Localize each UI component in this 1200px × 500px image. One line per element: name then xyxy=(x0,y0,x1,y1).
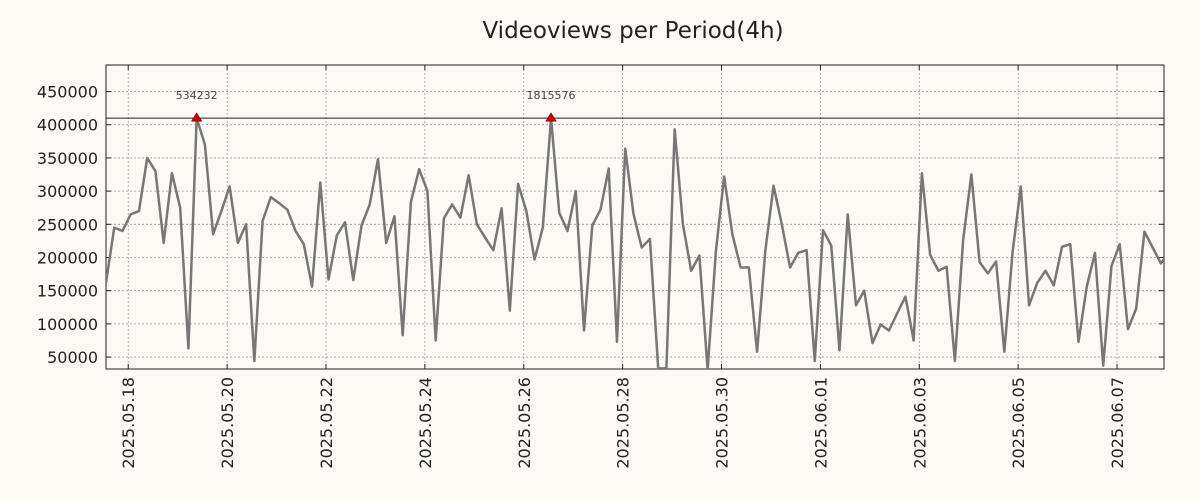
chart-title: Videoviews per Period(4h) xyxy=(482,18,783,44)
x-tick-label: 2025.05.22 xyxy=(317,377,336,469)
y-tick-label: 200000 xyxy=(37,248,98,267)
peak-label: 1815576 xyxy=(527,89,576,102)
peak-marker xyxy=(545,112,557,122)
x-tick-label: 2025.06.07 xyxy=(1108,377,1127,469)
x-tick-label: 2025.05.26 xyxy=(515,377,534,469)
series-line xyxy=(106,116,1164,369)
y-tick-label: 300000 xyxy=(37,182,98,201)
y-tick-label: 50000 xyxy=(47,348,98,367)
x-tick-label: 2025.05.18 xyxy=(119,377,138,469)
y-tick-label: 150000 xyxy=(37,282,98,301)
y-tick-label: 350000 xyxy=(37,149,98,168)
x-tick-label: 2025.06.03 xyxy=(910,377,929,469)
x-tick-label: 2025.06.05 xyxy=(1009,377,1028,469)
axis-layer: 50000 100000 150000 200000 250000 300000 35000… xyxy=(37,65,1164,469)
x-tick-label: 2025.06.01 xyxy=(811,377,830,469)
peak-marker xyxy=(190,112,203,122)
x-tick-label: 2025.05.20 xyxy=(218,377,237,469)
y-tick-label: 250000 xyxy=(37,215,98,234)
y-tick-label: 400000 xyxy=(37,116,98,135)
series-layer xyxy=(106,116,1164,369)
x-tick-label: 2025.05.30 xyxy=(713,377,732,469)
x-tick-label: 2025.05.24 xyxy=(416,377,435,469)
annotation-layer: 534232 1815576 xyxy=(176,89,576,122)
y-tick-label: 450000 xyxy=(37,83,98,102)
y-tick-label: 100000 xyxy=(37,315,98,334)
x-tick-label: 2025.05.28 xyxy=(614,377,633,469)
peak-label: 534232 xyxy=(176,89,218,102)
